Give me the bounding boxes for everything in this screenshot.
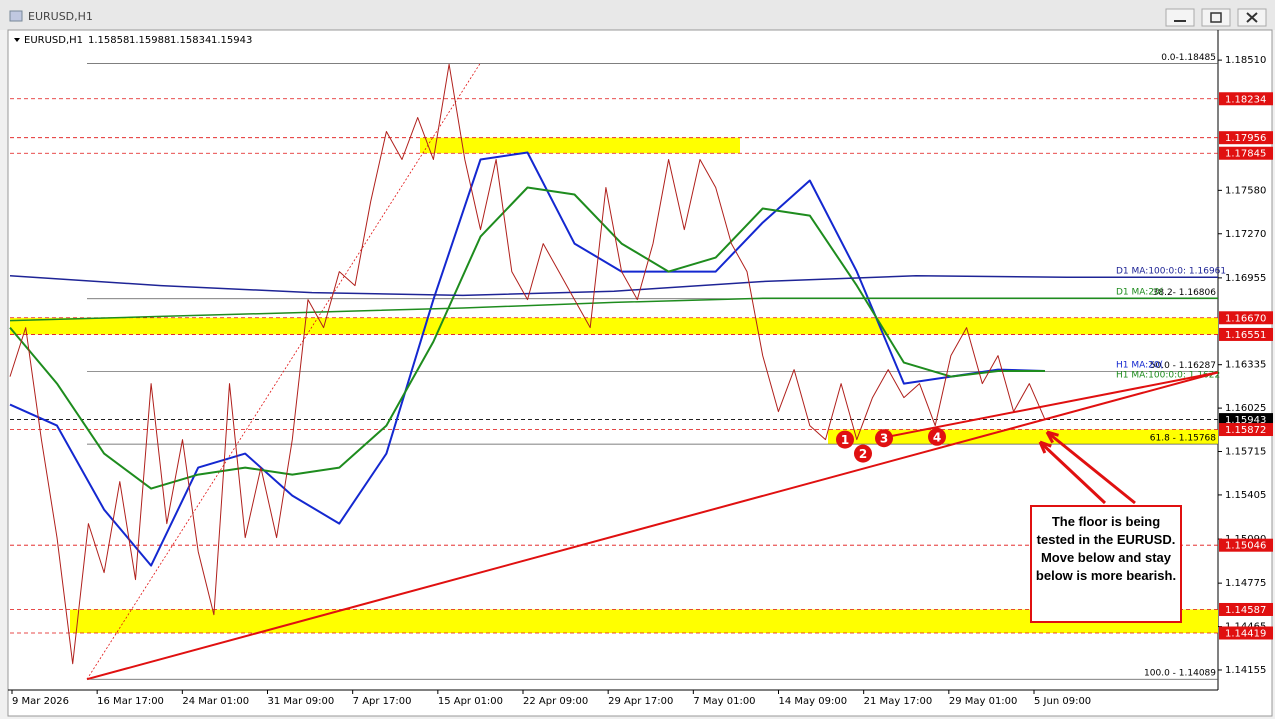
y-tick-label: 1.16025 [1225,403,1266,414]
level-tag-label: 1.15046 [1225,541,1266,552]
fib-label: 100.0 - 1.14089 [1144,669,1216,679]
level-tag [1219,327,1273,341]
arrow-shaft [1038,440,1107,505]
level-tag-label: 1.16551 [1225,330,1266,341]
title-bar [0,0,1275,30]
point-marker [928,427,946,446]
x-tick-label: 22 Apr 09:00 [523,696,588,707]
legend-value: 1.15988 [129,35,170,46]
x-tick-label: 7 May 01:00 [693,696,755,707]
point-marker [854,444,872,463]
level-tag [1219,92,1273,106]
y-tick-label: 1.15715 [1225,447,1266,458]
level-tag-label: 1.14587 [1225,605,1266,616]
legend-arrow [14,38,20,42]
window-title: EURUSD,H1 [28,10,93,23]
y-tick-label: 1.14155 [1225,665,1266,676]
series-label: H1 MA:100:0:0: 1.1622 [1116,370,1220,380]
fib-label: 61.8 - 1.15768 [1150,434,1216,444]
y-tick-label: 1.16955 [1225,273,1266,284]
legend-value: 1.15943 [211,35,252,46]
level-tag [1219,131,1273,145]
point-marker [875,429,893,448]
y-tick-label: 1.15405 [1225,490,1266,501]
support-resistance-zone [828,429,1218,445]
fib-diagonal [86,63,481,680]
support-resistance-zone [10,317,1218,335]
level-tag-label: 1.15872 [1225,425,1266,436]
trendline [879,371,1219,440]
annotation: The floor is being tested in the EURUSD.… [1030,505,1182,623]
point-marker [836,430,854,449]
fib-label: 0.0-1.18485 [1161,53,1216,63]
level-tag [1219,538,1273,552]
y-tick-label: 1.16335 [1225,360,1266,371]
arrow-shaft [1046,430,1136,505]
level-tag-label: 1.17845 [1225,149,1266,160]
level-tag-label: 1.14419 [1225,629,1266,640]
price-legend-symbol: EURUSD,H1 [24,35,83,46]
support-resistance-zone [70,609,1218,634]
series-label: H1 MA:20( [1116,360,1163,370]
price-line [9,63,1046,665]
level-tag-label: 1.18234 [1225,94,1266,105]
level-tag-label: 1.15943 [1225,415,1266,426]
fib-label: 38.2- 1.16806 [1153,288,1217,298]
point-marker-label: 2 [859,447,867,461]
level-tag-label: 1.17956 [1225,133,1266,144]
support-resistance-zone [420,137,740,154]
level-tag-label: 1.16670 [1225,313,1266,324]
maximize-icon [1210,12,1222,23]
x-tick-label: 15 Apr 01:00 [438,696,503,707]
y-tick-label: 1.17270 [1225,229,1266,240]
x-tick-label: 14 May 09:00 [779,696,848,707]
level-tag [1219,311,1273,325]
fib-label: 50.0 - 1.16287 [1150,361,1216,371]
series-label: D1 MA:20( [1116,288,1163,298]
close-icon [1246,12,1258,23]
x-tick-label: 7 Apr 17:00 [353,696,412,707]
x-tick-label: 31 Mar 09:00 [268,696,335,707]
level-tag [1219,146,1273,160]
arrow-head [1038,440,1052,454]
x-tick-label: 21 May 17:00 [864,696,933,707]
x-tick-label: 9 Mar 2026 [12,696,69,707]
y-tick-label: 1.14775 [1225,578,1266,589]
x-tick-label: 29 Apr 17:00 [608,696,673,707]
x-tick-label: 29 May 01:00 [949,696,1018,707]
x-tick-label: 16 Mar 17:00 [97,696,164,707]
minimize-button[interactable] [1165,8,1195,27]
maximize-button[interactable] [1201,8,1231,27]
moving-average [9,151,1046,567]
moving-average [9,275,1218,297]
legend-value: 1.15834 [170,35,211,46]
window-icon [9,10,23,22]
y-tick-label: 1.17580 [1225,185,1266,196]
point-marker-label: 3 [880,432,888,446]
level-tag [1219,602,1273,616]
series-label: D1 MA:100:0:0: 1.16961 [1116,267,1226,277]
point-marker-label: 4 [933,430,941,444]
level-tag [1219,423,1273,437]
level-tag [1219,626,1273,640]
moving-average [9,297,1218,322]
point-marker-label: 1 [841,433,849,447]
arrow-head [1045,430,1059,444]
x-tick-label: 5 Jun 09:00 [1034,696,1091,707]
x-tick-label: 24 Mar 01:00 [182,696,249,707]
moving-average [9,186,1045,490]
y-tick-label: 1.18510 [1225,55,1266,66]
trendline [86,371,1219,681]
level-tag [1219,413,1273,427]
legend-value: 1.15858 [88,35,129,46]
